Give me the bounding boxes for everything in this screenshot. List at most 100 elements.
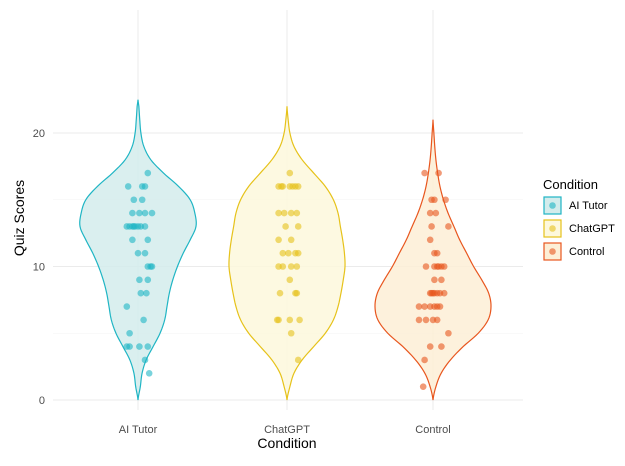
- data-point: [421, 303, 428, 310]
- violin-control: [374, 119, 492, 401]
- x-tick-label: Control: [415, 424, 450, 436]
- data-point: [129, 209, 136, 217]
- data-point: [445, 223, 452, 230]
- data-point: [287, 263, 295, 270]
- data-point: [435, 169, 442, 177]
- violin-ai-tutor: [79, 99, 197, 401]
- data-point: [431, 196, 438, 204]
- data-point: [275, 316, 282, 324]
- data-point: [280, 209, 288, 217]
- data-point: [440, 263, 448, 270]
- x-tick-label: ChatGPT: [264, 424, 310, 436]
- data-point: [279, 183, 287, 190]
- data-point: [415, 303, 423, 310]
- data-point: [431, 276, 438, 284]
- data-point: [419, 383, 427, 390]
- data-point: [137, 289, 145, 297]
- data-point: [415, 316, 423, 324]
- data-point: [426, 236, 434, 244]
- legend-label: ChatGPT: [569, 223, 615, 235]
- data-point: [126, 343, 133, 350]
- y-tick-label: 20: [33, 128, 45, 140]
- data-point: [421, 169, 428, 177]
- data-point: [293, 209, 301, 217]
- data-point: [422, 316, 430, 324]
- legend-label: Control: [569, 246, 604, 258]
- data-point: [436, 303, 444, 310]
- data-point: [286, 276, 294, 284]
- data-point: [143, 289, 150, 297]
- x-tick-label: AI Tutor: [119, 424, 158, 436]
- data-point: [144, 236, 152, 244]
- data-point: [296, 316, 303, 324]
- data-point: [148, 263, 156, 270]
- data-point: [287, 209, 295, 217]
- y-tick-labels: 0 10 20: [33, 128, 45, 407]
- data-point: [141, 183, 149, 190]
- x-axis-title: Condition: [257, 435, 316, 451]
- data-point: [141, 249, 149, 257]
- data-point: [421, 356, 428, 364]
- data-point: [442, 196, 449, 204]
- data-point: [422, 263, 430, 270]
- data-point: [433, 316, 441, 324]
- data-point: [287, 329, 295, 337]
- legend-label: AI Tutor: [569, 200, 608, 212]
- data-point: [438, 343, 445, 350]
- legend-key-point: [549, 225, 556, 232]
- data-point: [428, 223, 435, 230]
- data-point: [294, 249, 302, 257]
- legend: Condition AI Tutor ChatGPT Control: [543, 177, 615, 261]
- data-point: [136, 276, 143, 284]
- data-point: [433, 249, 441, 257]
- data-point: [275, 236, 282, 244]
- data-point: [294, 183, 302, 190]
- data-point: [276, 289, 284, 297]
- data-point: [145, 370, 153, 377]
- data-point: [438, 276, 445, 284]
- data-point: [144, 343, 152, 350]
- data-point: [148, 209, 156, 217]
- data-point: [124, 183, 132, 190]
- x-tick-labels: AI Tutor ChatGPT Control: [119, 424, 451, 436]
- data-point: [130, 196, 138, 204]
- data-point: [279, 263, 287, 270]
- data-point: [285, 249, 292, 257]
- data-point: [140, 316, 147, 324]
- data-point: [141, 356, 149, 364]
- legend-key-point: [549, 202, 556, 209]
- data-point: [129, 236, 136, 244]
- data-point: [286, 316, 294, 324]
- data-point: [126, 329, 133, 337]
- violins: [79, 99, 492, 401]
- data-point: [287, 236, 295, 244]
- data-point: [445, 329, 452, 337]
- data-points: [123, 169, 452, 390]
- data-point: [440, 289, 448, 297]
- data-point: [144, 276, 152, 284]
- data-point: [426, 343, 434, 350]
- data-point: [141, 209, 149, 217]
- data-point: [293, 289, 301, 297]
- data-point: [282, 223, 289, 230]
- data-point: [138, 196, 146, 204]
- y-axis-title: Quiz Scores: [11, 180, 27, 256]
- data-point: [134, 249, 142, 257]
- data-point: [294, 356, 302, 364]
- data-point: [432, 209, 440, 217]
- legend-title: Condition: [543, 177, 598, 192]
- legend-key-point: [549, 248, 556, 255]
- data-point: [275, 209, 282, 217]
- data-point: [136, 209, 143, 217]
- data-point: [279, 249, 287, 257]
- data-point: [426, 209, 434, 217]
- data-point: [141, 223, 149, 230]
- data-point: [136, 343, 143, 350]
- y-tick-label: 10: [33, 262, 45, 274]
- data-point: [286, 169, 294, 177]
- data-point: [123, 303, 131, 310]
- data-point: [293, 263, 301, 270]
- data-point: [144, 169, 152, 177]
- y-tick-label: 0: [39, 395, 45, 407]
